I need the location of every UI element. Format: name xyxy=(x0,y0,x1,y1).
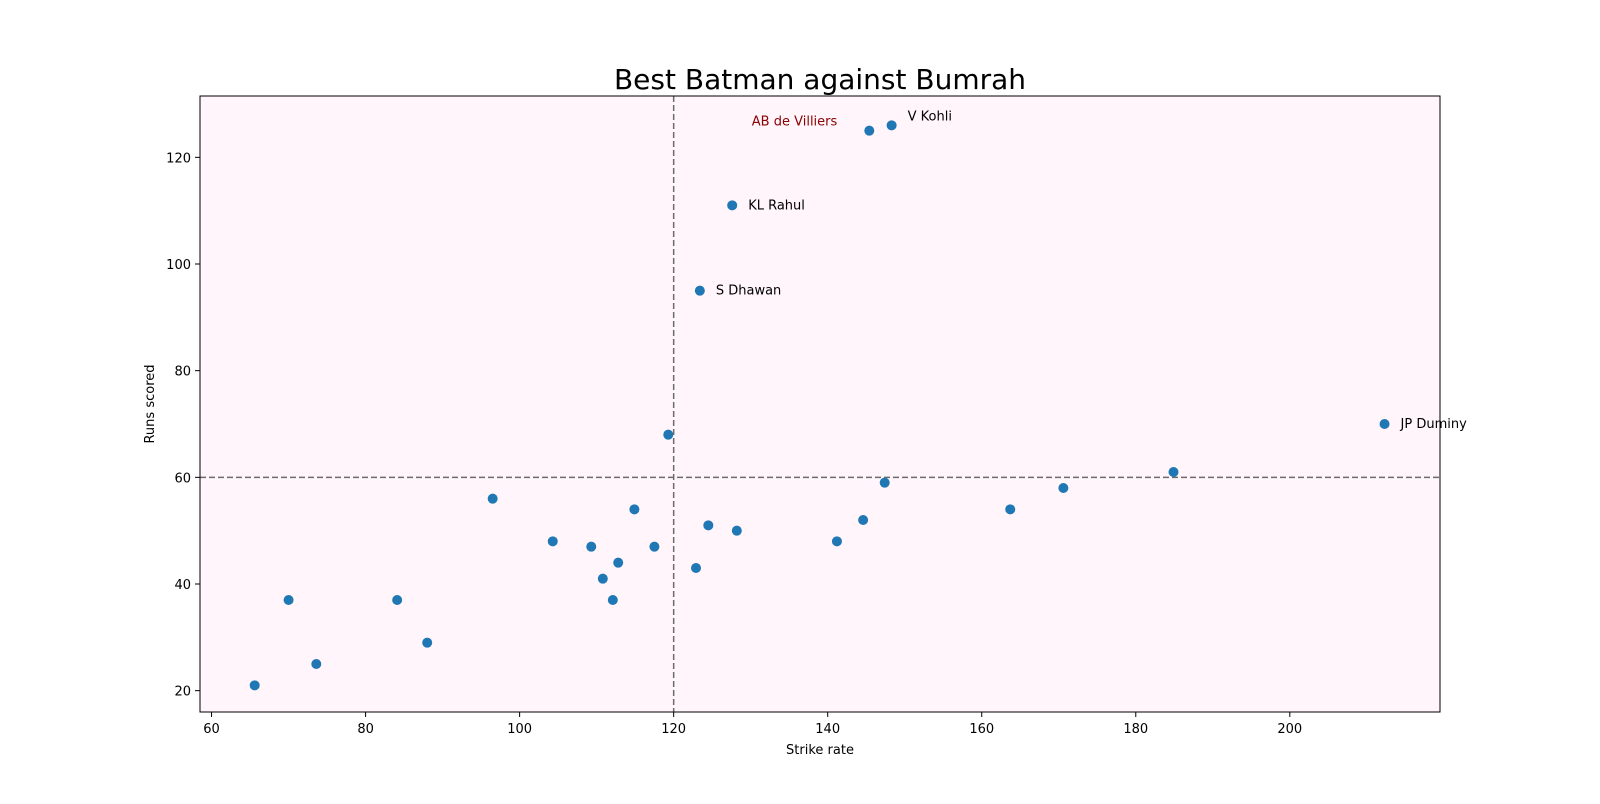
reference-lines xyxy=(200,96,1440,712)
data-point xyxy=(487,493,498,504)
x-tick-label: 100 xyxy=(507,722,532,737)
y-tick-label: 60 xyxy=(174,471,191,486)
point-label: S Dhawan xyxy=(716,284,781,299)
data-point xyxy=(831,536,842,547)
data-point xyxy=(1005,504,1016,515)
data-point xyxy=(727,200,738,211)
x-tick-label: 180 xyxy=(1123,722,1148,737)
data-point xyxy=(283,595,294,605)
data-point xyxy=(597,573,608,584)
point-label: AB de Villiers xyxy=(752,115,838,130)
point-label: JP Duminy xyxy=(1400,417,1468,432)
data-points xyxy=(249,120,1390,691)
data-point xyxy=(864,125,875,136)
x-tick-label: 60 xyxy=(203,722,220,737)
data-point xyxy=(1379,419,1390,429)
x-axis-label: Strike rate xyxy=(786,743,854,758)
data-point xyxy=(629,504,640,515)
data-point xyxy=(1058,483,1069,493)
data-point xyxy=(607,595,618,605)
data-point xyxy=(649,541,660,552)
y-tick-label: 40 xyxy=(174,578,191,593)
x-tick-label: 140 xyxy=(815,722,840,737)
y-axis-ticks: 20 40 60 80 100 120 xyxy=(166,151,200,700)
x-axis-ticks: 60 80 100 120 140 160 180 200 xyxy=(203,712,1302,737)
chart-title: Best Batman against Bumrah xyxy=(614,63,1026,96)
plot-background xyxy=(200,96,1440,712)
point-label: KL Rahul xyxy=(748,198,805,213)
data-point xyxy=(731,525,742,536)
x-tick-label: 120 xyxy=(661,722,686,737)
x-tick-label: 80 xyxy=(357,722,374,737)
data-point xyxy=(691,563,701,573)
data-point xyxy=(613,557,624,568)
y-tick-label: 20 xyxy=(174,685,191,700)
data-point xyxy=(422,637,433,648)
y-tick-label: 120 xyxy=(166,151,191,166)
y-tick-label: 100 xyxy=(166,258,191,273)
data-point xyxy=(879,477,890,488)
x-tick-label: 160 xyxy=(969,722,994,737)
data-point xyxy=(703,520,714,531)
data-point xyxy=(663,429,674,440)
data-point xyxy=(1168,467,1179,477)
point-annotations: S Dhawan KL Rahul AB de Villiers V Kohli JP … xyxy=(716,109,1467,432)
data-point xyxy=(311,659,322,669)
data-point xyxy=(858,515,869,525)
x-tick-label: 200 xyxy=(1277,722,1302,737)
data-point xyxy=(547,536,558,547)
data-point xyxy=(886,120,897,131)
plot-frame xyxy=(199,95,1441,713)
data-point xyxy=(249,680,260,691)
data-point xyxy=(392,595,403,605)
data-point xyxy=(694,285,705,296)
y-axis-label: Runs scored xyxy=(143,364,158,443)
y-tick-label: 80 xyxy=(174,365,191,380)
point-label: V Kohli xyxy=(908,109,952,124)
data-point xyxy=(586,541,597,552)
